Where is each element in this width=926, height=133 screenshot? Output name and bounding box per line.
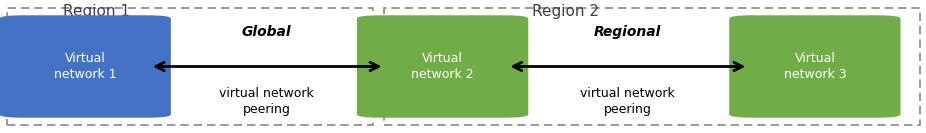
Text: Global: Global <box>242 25 292 39</box>
Text: Regional: Regional <box>594 25 661 39</box>
Text: virtual network
peering: virtual network peering <box>219 87 314 116</box>
Text: Region 2: Region 2 <box>532 4 599 19</box>
Text: virtual network
peering: virtual network peering <box>581 87 675 116</box>
Text: Virtual
network 1: Virtual network 1 <box>54 52 117 81</box>
Text: Region 1: Region 1 <box>63 4 130 19</box>
Text: Virtual
network 3: Virtual network 3 <box>783 52 846 81</box>
Text: Virtual
network 2: Virtual network 2 <box>411 52 474 81</box>
FancyBboxPatch shape <box>0 15 171 118</box>
FancyBboxPatch shape <box>357 15 528 118</box>
FancyBboxPatch shape <box>730 15 900 118</box>
